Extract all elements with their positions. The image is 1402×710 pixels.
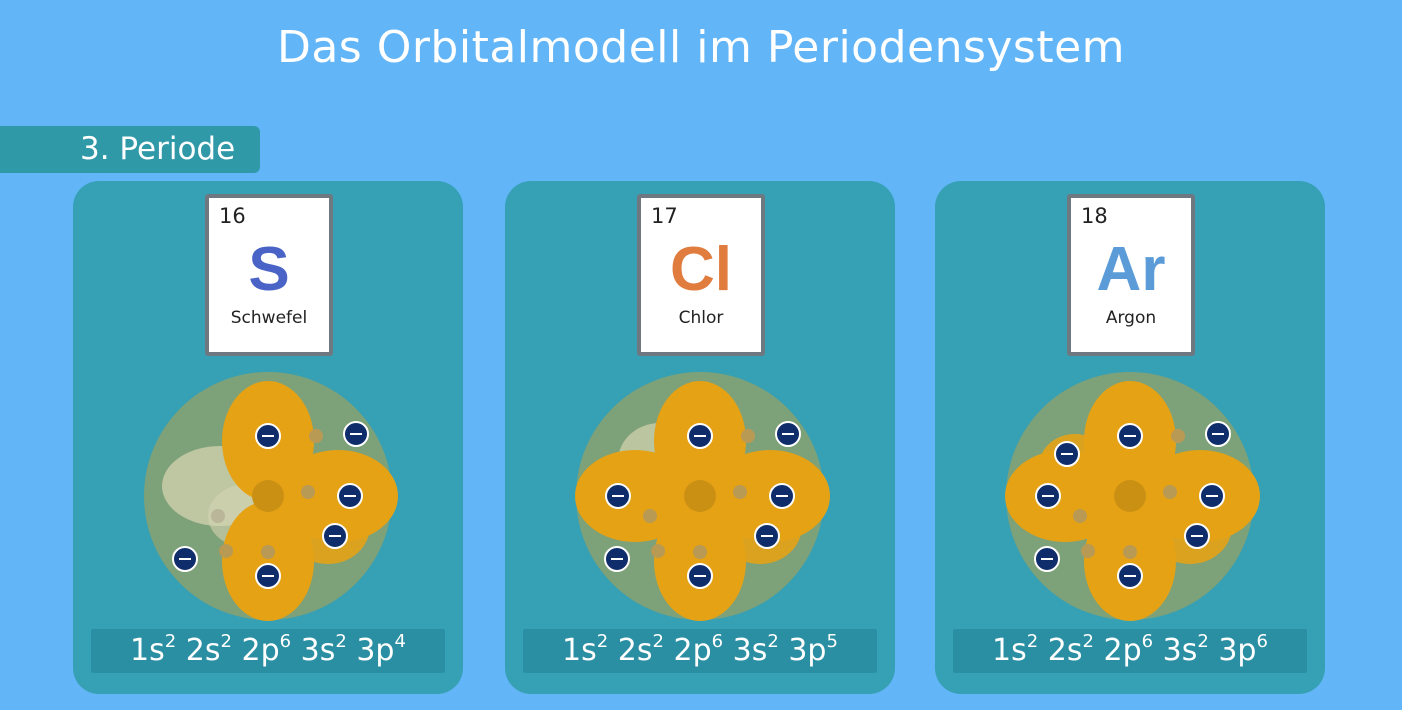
config-exponent: 2 <box>164 631 177 652</box>
config-term: 1s2 <box>992 631 1039 669</box>
element-card-chlor: 17 Cl Chlor 1s2 2s2 2p6 3s2 3p5 <box>505 181 895 694</box>
config-term: 3p4 <box>356 631 406 669</box>
config-term: 1s2 <box>130 631 177 669</box>
element-name: Schwefel <box>230 308 308 328</box>
period-label: 3. Periode <box>0 126 260 173</box>
config-term: 3p5 <box>788 631 838 669</box>
config-orbital: 3s <box>732 633 768 668</box>
atomic-number: 17 <box>651 204 678 228</box>
electron-configuration: 1s2 2s2 2p6 3s2 3p4 <box>91 629 445 673</box>
config-exponent: 2 <box>767 631 779 652</box>
config-exponent: 2 <box>1082 631 1094 652</box>
electron-configuration: 1s2 2s2 2p6 3s2 3p5 <box>523 629 877 673</box>
element-symbol: Cl <box>670 235 732 304</box>
config-term: 2p6 <box>241 631 292 669</box>
config-orbital: 2s <box>185 633 221 668</box>
config-exponent: 2 <box>596 631 609 652</box>
element-tile: 18 Ar Argon <box>1067 194 1195 356</box>
config-orbital: 2p <box>1103 633 1142 668</box>
config-term: 3s2 <box>300 631 347 669</box>
electron-configuration: 1s2 2s2 2p6 3s2 3p6 <box>953 629 1307 673</box>
config-exponent: 2 <box>1197 631 1209 652</box>
element-tile: 16 S Schwefel <box>205 194 333 356</box>
orbital-model-illustration <box>1005 372 1260 621</box>
config-term: 2p6 <box>673 631 724 669</box>
element-tile: 17 Cl Chlor <box>637 194 765 356</box>
config-orbital: 1s <box>130 633 165 668</box>
config-orbital: 2s <box>617 633 653 668</box>
config-orbital: 3s <box>1162 633 1198 668</box>
element-name: Chlor <box>678 308 724 328</box>
config-orbital: 2p <box>241 633 280 668</box>
config-orbital: 3p <box>788 633 827 668</box>
element-symbol: Ar <box>1096 235 1166 304</box>
config-term: 3p6 <box>1218 631 1268 669</box>
config-exponent: 6 <box>1256 631 1268 652</box>
orbital-model-illustration <box>144 372 398 621</box>
config-orbital: 2s <box>1047 633 1083 668</box>
config-term: 2s2 <box>1047 631 1094 669</box>
config-orbital: 2p <box>673 633 712 668</box>
config-exponent: 6 <box>711 631 724 652</box>
config-exponent: 2 <box>1026 631 1039 652</box>
config-orbital: 1s <box>992 633 1027 668</box>
atomic-number: 18 <box>1081 204 1108 228</box>
element-symbol: S <box>248 235 290 304</box>
config-orbital: 3p <box>356 633 395 668</box>
config-exponent: 2 <box>652 631 664 652</box>
config-exponent: 2 <box>335 631 347 652</box>
element-card-argon: 18 Ar Argon 1s2 2s2 2p6 3s2 3p6 <box>935 181 1325 694</box>
element-name: Argon <box>1105 308 1157 328</box>
config-exponent: 6 <box>279 631 292 652</box>
config-exponent: 5 <box>826 631 838 652</box>
config-exponent: 4 <box>394 631 406 652</box>
config-term: 3s2 <box>1162 631 1209 669</box>
config-term: 3s2 <box>732 631 779 669</box>
config-term: 2s2 <box>617 631 664 669</box>
orbital-model-illustration <box>575 372 830 621</box>
config-term: 2p6 <box>1103 631 1154 669</box>
config-orbital: 3p <box>1218 633 1257 668</box>
atomic-number: 16 <box>219 204 246 228</box>
config-exponent: 2 <box>220 631 232 652</box>
element-card-schwefel: 16 S Schwefel 1s2 2s2 2p6 3s2 3p4 <box>73 181 463 694</box>
config-orbital: 1s <box>562 633 597 668</box>
config-exponent: 6 <box>1141 631 1154 652</box>
config-term: 2s2 <box>185 631 232 669</box>
config-term: 1s2 <box>562 631 609 669</box>
config-orbital: 3s <box>300 633 336 668</box>
page-title: Das Orbitalmodell im Periodensystem <box>276 22 1126 73</box>
